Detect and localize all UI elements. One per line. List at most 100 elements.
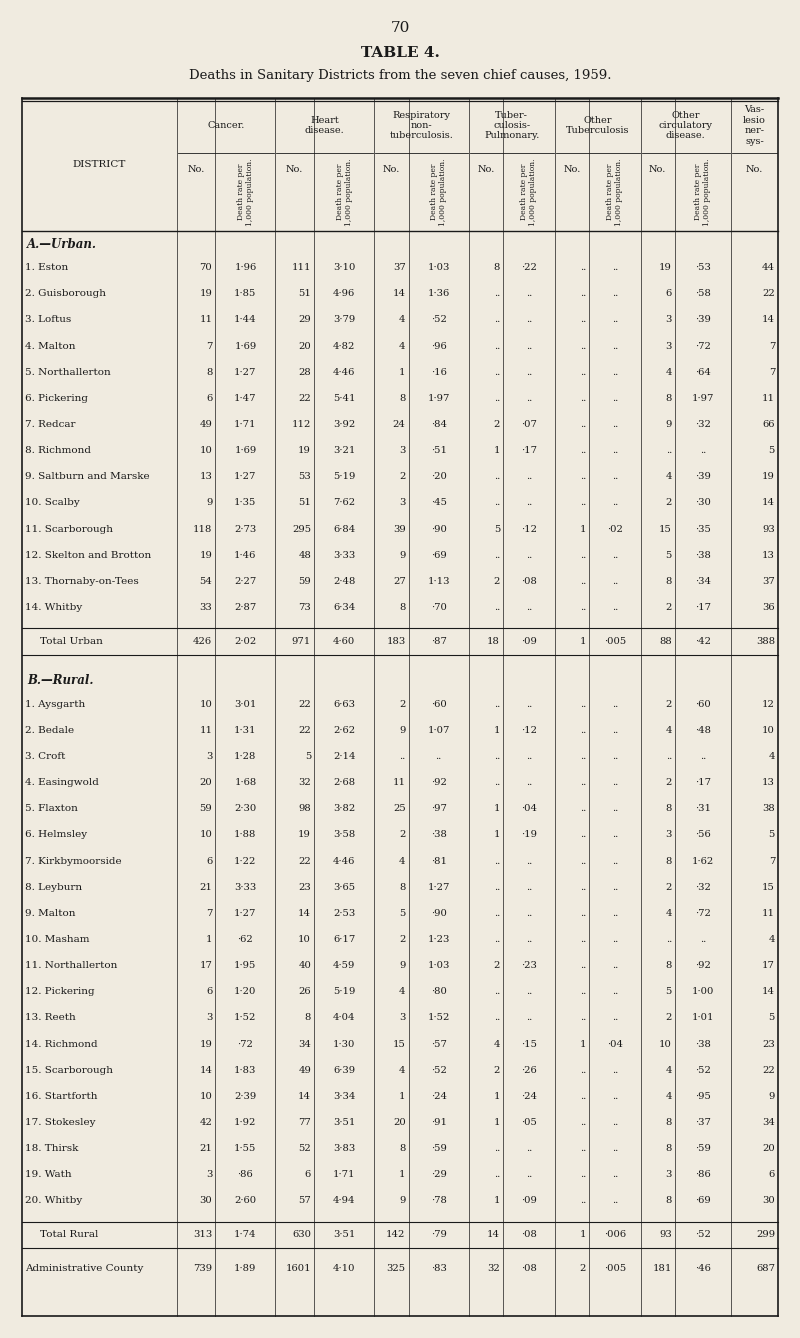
Text: 1·74: 1·74 <box>234 1231 257 1239</box>
Text: 19: 19 <box>298 831 311 839</box>
Text: 10. Masham: 10. Masham <box>25 935 90 945</box>
Text: 1·30: 1·30 <box>333 1040 355 1049</box>
Text: ·35: ·35 <box>695 524 710 534</box>
Text: 1·46: 1·46 <box>234 551 257 559</box>
Text: ..: .. <box>494 368 500 377</box>
Text: ..: .. <box>494 987 500 997</box>
Text: 1: 1 <box>494 1092 500 1101</box>
Text: 24: 24 <box>393 420 406 429</box>
Text: 15. Scarborough: 15. Scarborough <box>25 1066 113 1074</box>
Text: 13. Reeth: 13. Reeth <box>25 1013 76 1022</box>
Text: ·97: ·97 <box>430 804 446 814</box>
Text: ..: .. <box>494 341 500 351</box>
Text: ..: .. <box>612 700 618 709</box>
Text: 3·33: 3·33 <box>234 883 257 891</box>
Text: ·86: ·86 <box>238 1171 254 1179</box>
Text: ·39: ·39 <box>695 472 710 482</box>
Text: 32: 32 <box>487 1264 500 1274</box>
Text: 5: 5 <box>494 524 500 534</box>
Text: 9: 9 <box>769 1092 775 1101</box>
Text: 10: 10 <box>659 1040 672 1049</box>
Text: 313: 313 <box>193 1231 212 1239</box>
Text: 10: 10 <box>199 700 212 709</box>
Text: 1·27: 1·27 <box>427 883 450 891</box>
Text: Death rate per
1,000 population.: Death rate per 1,000 population. <box>520 158 538 226</box>
Text: 2. Guisborough: 2. Guisborough <box>25 289 106 298</box>
Text: 44: 44 <box>762 264 775 272</box>
Text: 6: 6 <box>769 1171 775 1179</box>
Text: ..: .. <box>580 1171 586 1179</box>
Text: ·80: ·80 <box>430 987 446 997</box>
Text: ..: .. <box>494 909 500 918</box>
Text: Total Rural: Total Rural <box>40 1231 98 1239</box>
Text: 1: 1 <box>494 725 500 735</box>
Text: 2·62: 2·62 <box>333 725 355 735</box>
Text: ·08: ·08 <box>521 577 537 586</box>
Text: ..: .. <box>526 987 532 997</box>
Text: ·90: ·90 <box>430 524 446 534</box>
Text: 14: 14 <box>762 987 775 997</box>
Text: ·72: ·72 <box>238 1040 254 1049</box>
Text: ·52: ·52 <box>695 1066 710 1074</box>
Text: 6: 6 <box>206 987 212 997</box>
Text: ·006: ·006 <box>604 1231 626 1239</box>
Text: No.: No. <box>382 165 400 174</box>
Text: ..: .. <box>526 752 532 761</box>
Text: 13: 13 <box>762 551 775 559</box>
Text: 2: 2 <box>399 831 406 839</box>
Text: Tuber-
culosis-
Pulmonary.: Tuber- culosis- Pulmonary. <box>484 111 539 140</box>
Text: 8: 8 <box>666 961 672 970</box>
Text: 1: 1 <box>399 368 406 377</box>
Text: ..: .. <box>494 498 500 507</box>
Text: ·57: ·57 <box>430 1040 446 1049</box>
Text: ·38: ·38 <box>695 1040 710 1049</box>
Text: ..: .. <box>700 752 706 761</box>
Text: 142: 142 <box>386 1231 406 1239</box>
Text: 6. Pickering: 6. Pickering <box>25 393 88 403</box>
Text: ·20: ·20 <box>430 472 446 482</box>
Text: 57: 57 <box>298 1196 311 1206</box>
Text: 11. Northallerton: 11. Northallerton <box>25 961 118 970</box>
Text: ·005: ·005 <box>604 1264 626 1274</box>
Text: ..: .. <box>494 883 500 891</box>
Text: 1·28: 1·28 <box>234 752 257 761</box>
Text: ..: .. <box>700 935 706 945</box>
Text: ·84: ·84 <box>430 420 446 429</box>
Text: 22: 22 <box>762 1066 775 1074</box>
Text: 14: 14 <box>762 498 775 507</box>
Text: 5. Northallerton: 5. Northallerton <box>25 368 110 377</box>
Text: 4: 4 <box>666 1066 672 1074</box>
Text: 5: 5 <box>769 446 775 455</box>
Text: 7. Kirkbymoorside: 7. Kirkbymoorside <box>25 856 122 866</box>
Text: ..: .. <box>526 341 532 351</box>
Text: 49: 49 <box>298 1066 311 1074</box>
Text: 630: 630 <box>292 1231 311 1239</box>
Text: 6: 6 <box>305 1171 311 1179</box>
Text: ..: .. <box>526 856 532 866</box>
Text: 49: 49 <box>199 420 212 429</box>
Text: ..: .. <box>580 909 586 918</box>
Text: 8. Richmond: 8. Richmond <box>25 446 91 455</box>
Text: 4·46: 4·46 <box>333 856 355 866</box>
Text: ..: .. <box>612 1013 618 1022</box>
Text: ·32: ·32 <box>695 883 710 891</box>
Text: ·46: ·46 <box>695 1264 710 1274</box>
Text: ..: .. <box>612 804 618 814</box>
Text: 3: 3 <box>666 1171 672 1179</box>
Text: 1·20: 1·20 <box>234 987 257 997</box>
Text: ..: .. <box>612 393 618 403</box>
Text: ..: .. <box>494 1171 500 1179</box>
Text: ..: .. <box>580 1196 586 1206</box>
Text: ·92: ·92 <box>695 961 710 970</box>
Text: 2: 2 <box>666 779 672 787</box>
Text: ·60: ·60 <box>695 700 710 709</box>
Text: 1·68: 1·68 <box>234 779 257 787</box>
Text: ..: .. <box>580 1066 586 1074</box>
Text: ..: .. <box>612 1119 618 1127</box>
Text: 3: 3 <box>666 831 672 839</box>
Text: 3·51: 3·51 <box>333 1119 355 1127</box>
Text: 4. Easingwold: 4. Easingwold <box>25 779 99 787</box>
Text: ·60: ·60 <box>430 700 446 709</box>
Text: ..: .. <box>580 1119 586 1127</box>
Text: ..: .. <box>580 779 586 787</box>
